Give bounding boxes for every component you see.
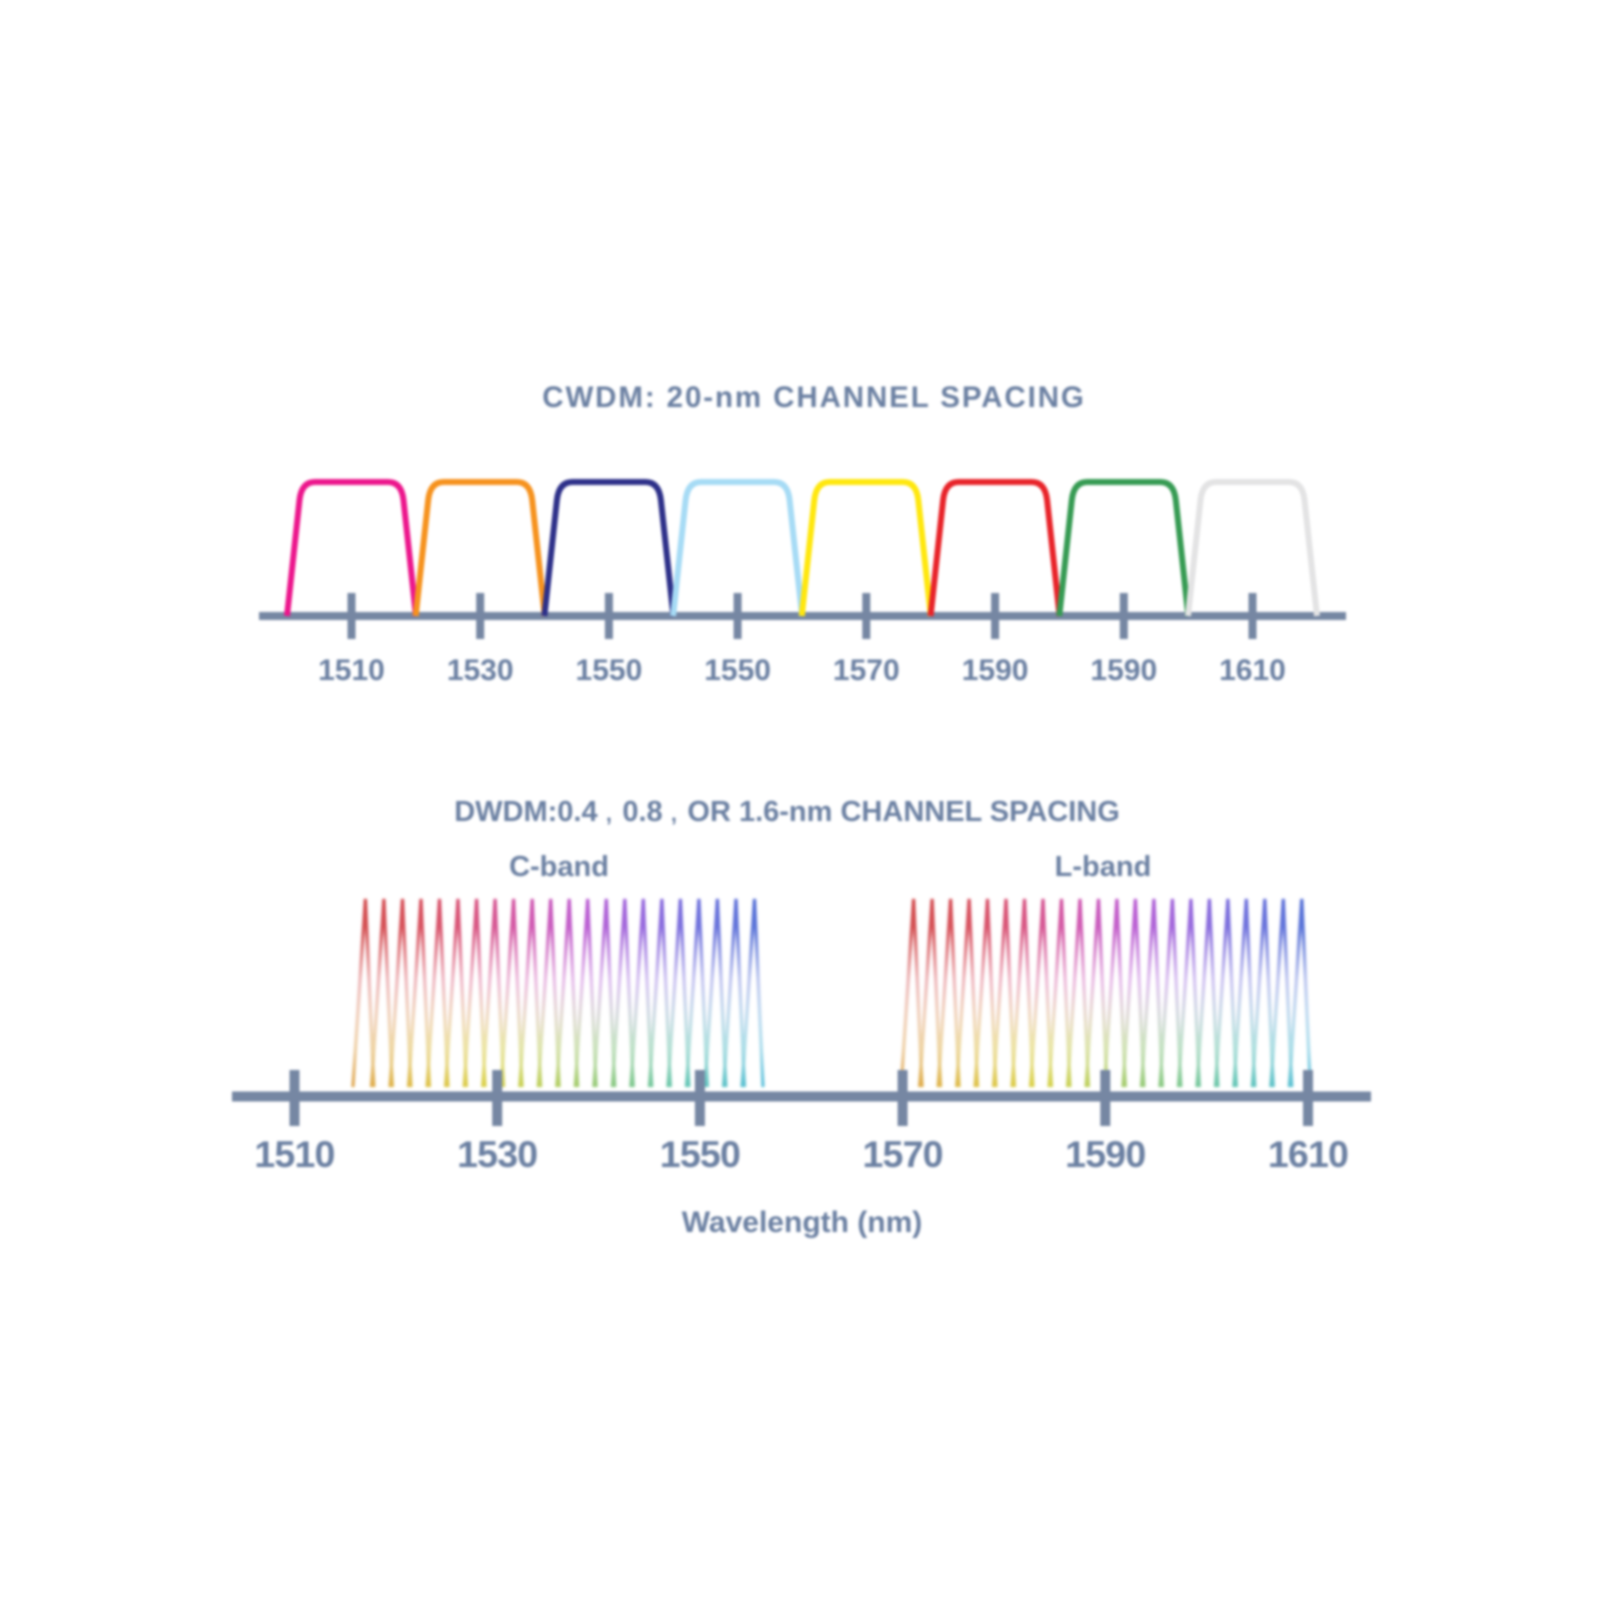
svg-text:1550: 1550 bbox=[660, 1133, 740, 1175]
svg-text:C-band: C-band bbox=[509, 851, 609, 883]
svg-text:1510: 1510 bbox=[318, 654, 385, 687]
svg-text:1530: 1530 bbox=[447, 654, 514, 687]
svg-text:L-band: L-band bbox=[1055, 851, 1152, 883]
svg-text:1610: 1610 bbox=[1268, 1133, 1348, 1175]
svg-text:1510: 1510 bbox=[254, 1133, 334, 1175]
svg-text:1590: 1590 bbox=[1090, 654, 1157, 687]
svg-text:1530: 1530 bbox=[457, 1133, 537, 1175]
svg-text:1590: 1590 bbox=[1065, 1133, 1145, 1175]
svg-text:1570: 1570 bbox=[862, 1133, 942, 1175]
svg-text:1550: 1550 bbox=[704, 654, 771, 687]
svg-text:1590: 1590 bbox=[962, 654, 1029, 687]
svg-text:Wavelength (nm): Wavelength (nm) bbox=[682, 1206, 923, 1239]
svg-text:1610: 1610 bbox=[1219, 654, 1286, 687]
svg-text:1570: 1570 bbox=[833, 654, 900, 687]
svg-text:CWDM: 20-nm CHANNEL SPACING: CWDM: 20-nm CHANNEL SPACING bbox=[542, 381, 1086, 414]
svg-text:DWDM:0.4 , 0.8 , OR 1.6-nm CHA: DWDM:0.4 , 0.8 , OR 1.6-nm CHANNEL SPACI… bbox=[454, 796, 1120, 828]
svg-text:1550: 1550 bbox=[576, 654, 643, 687]
